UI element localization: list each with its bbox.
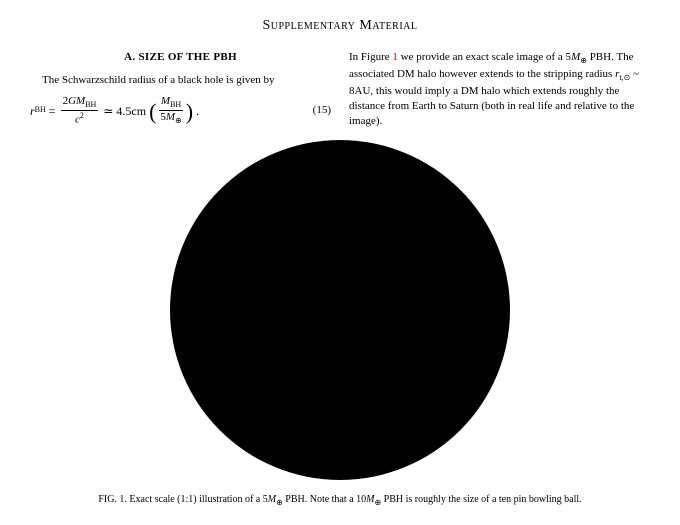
frac-num-sub: BH [85,100,96,109]
right-column: In Figure 1 we provide an exact scale im… [349,50,650,134]
supplementary-title: Supplementary Material [30,18,650,34]
pbh-circle-icon [170,140,510,480]
eq-period: . [196,103,199,119]
eq-approx: ≃ [100,103,116,119]
frac-den-sup: 2 [80,111,84,120]
paren-num-mass: M [161,95,170,107]
left-column: A. SIZE OF THE PBH The Schwarzschild rad… [30,50,331,134]
paren-num-sub: BH [170,100,181,109]
frac-num-mass: M [76,95,85,107]
paren-den-sub: ⊕ [175,116,182,125]
paren-den-mass: M [166,111,175,123]
equation-body: rBH = 2GMBH c2 ≃ 4.5cm ( MBH 5M⊕ ) . [30,96,199,126]
cap-sub-1: ⊕ [276,498,283,507]
cap-post: PBH is roughly the size of a ten pin bow… [381,494,582,505]
equation-number: (15) [295,103,331,118]
eq-approx-val: 4.5cm [116,103,146,119]
cap-mass-1: M [268,494,276,505]
right-t1: In Figure [349,51,392,63]
figure-1 [30,140,650,480]
section-heading: A. SIZE OF THE PBH [30,50,331,65]
rt-sub: t,⊙ [619,73,630,82]
cap-pre: FIG. 1. Exact scale (1:1) illustration o… [98,494,267,505]
cap-mid: PBH. Note that a 10 [283,494,366,505]
eq-equals: = [46,103,59,119]
frac-num-var: G [68,95,76,107]
equation-15: rBH = 2GMBH c2 ≃ 4.5cm ( MBH 5M⊕ ) . (1 [30,96,331,126]
figure-caption: FIG. 1. Exact scale (1:1) illustration o… [30,494,650,507]
eq-lhs-sub: BH [35,105,46,116]
eq-frac-2: MBH 5M⊕ [158,96,183,125]
two-column-block: A. SIZE OF THE PBH The Schwarzschild rad… [30,50,650,134]
intro-line: The Schwarzschild radius of a black hole… [30,73,331,88]
eq-frac-1: 2GMBH c2 [61,96,99,126]
earth-sub-1: ⊕ [580,56,587,65]
right-t2: we provide an exact scale image of a 5 [398,51,571,63]
mass-sym-1: M [571,51,580,63]
